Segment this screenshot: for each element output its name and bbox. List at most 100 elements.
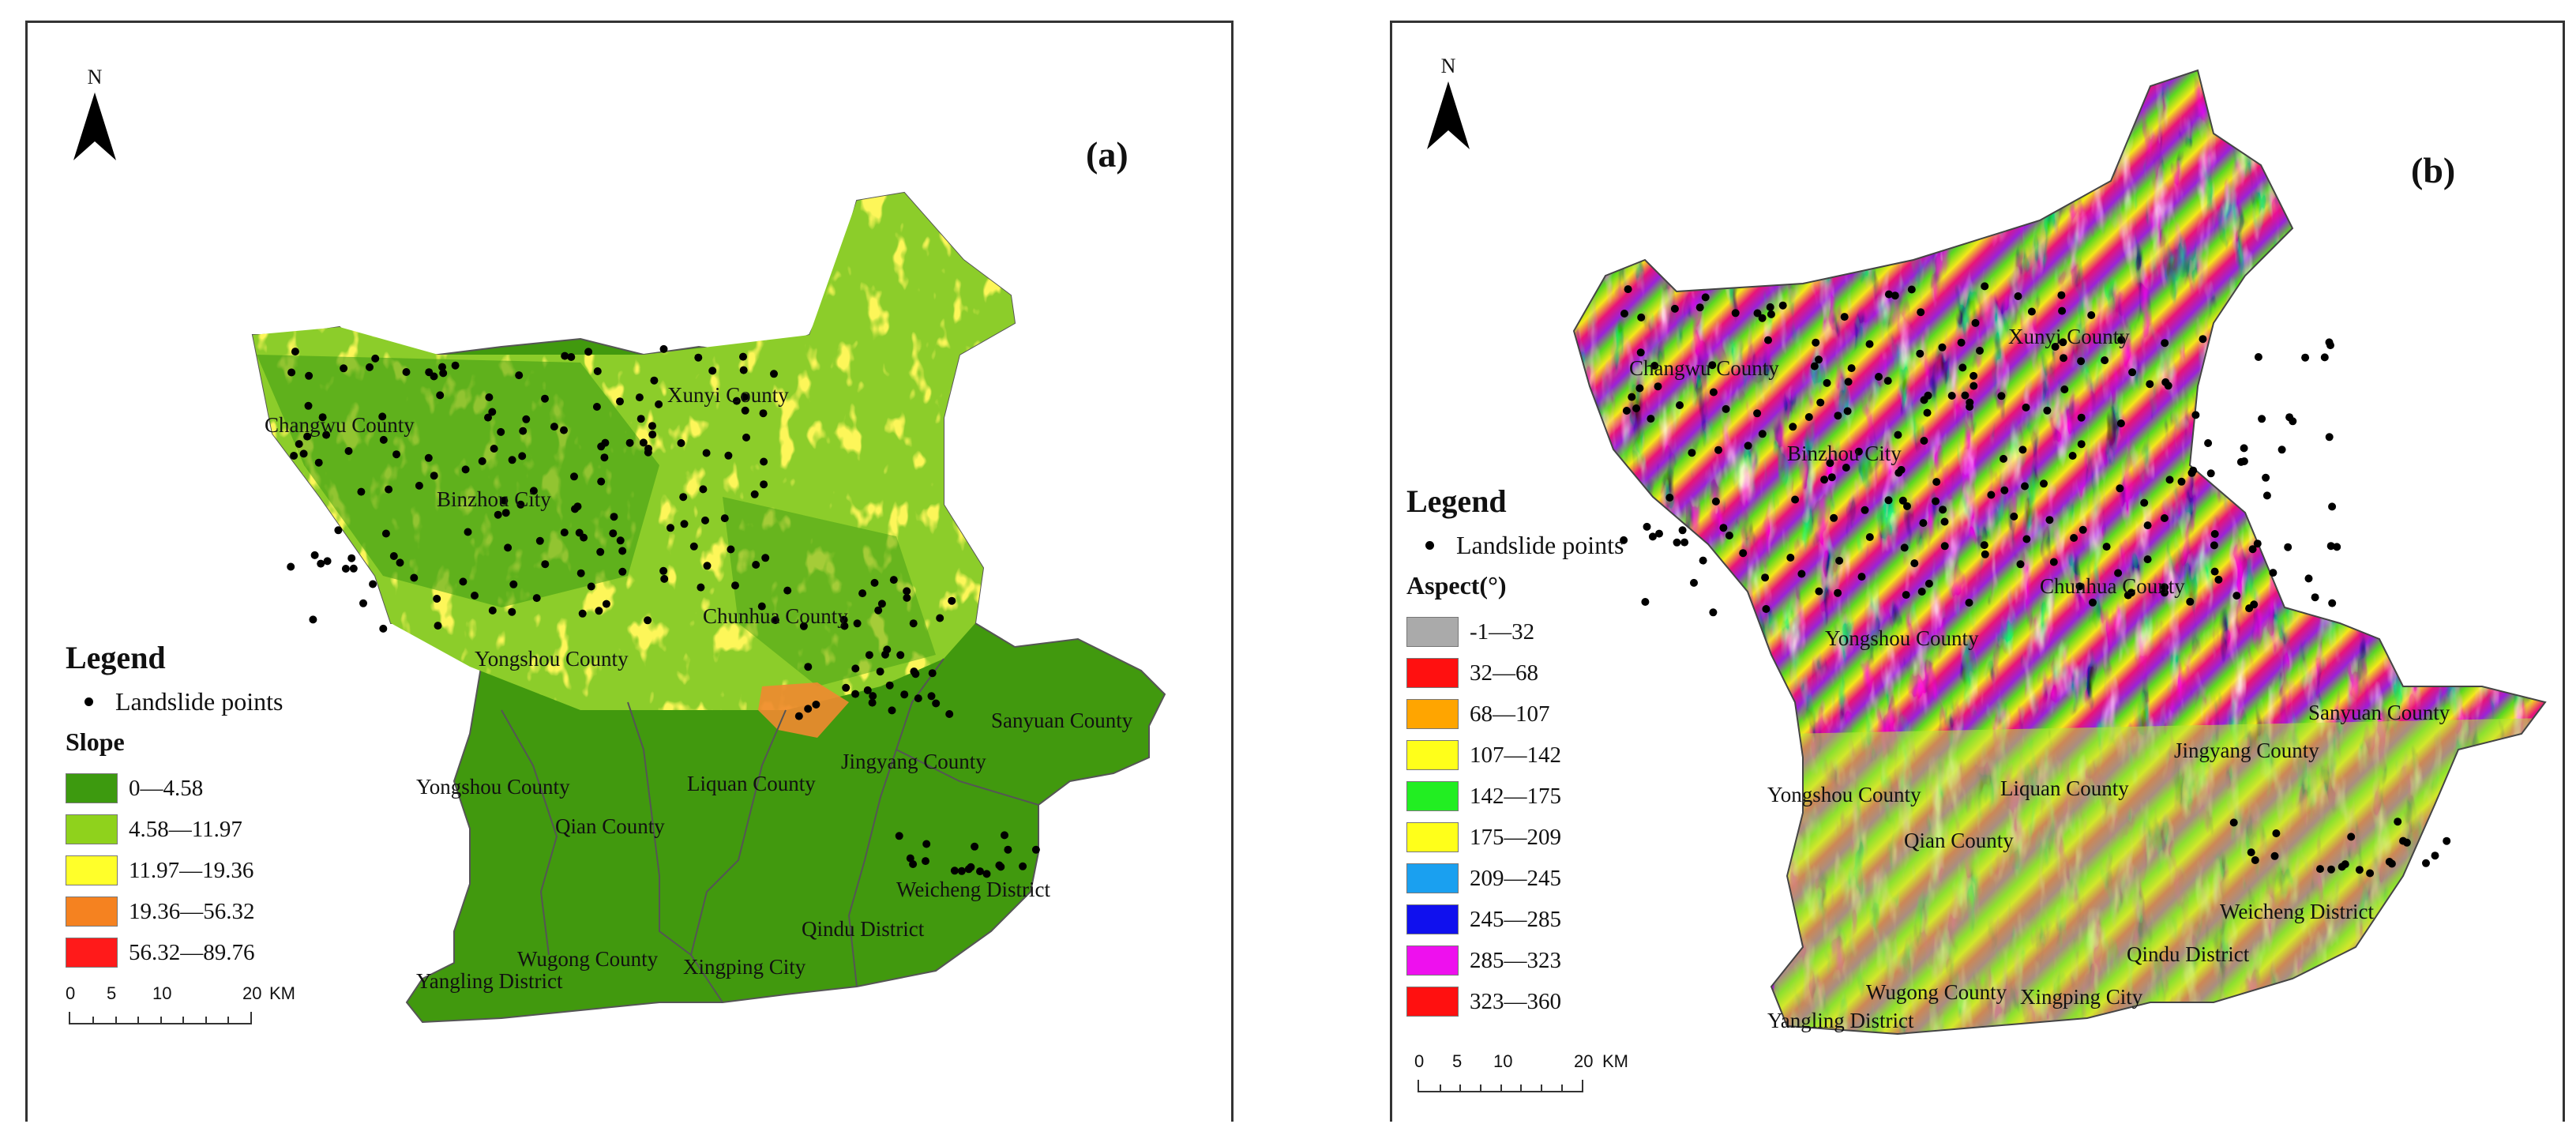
landslide-point xyxy=(410,573,419,582)
landslide-point xyxy=(851,664,860,673)
landslide-point xyxy=(922,857,929,866)
landslide-point xyxy=(2328,599,2337,607)
landslide-point xyxy=(593,367,602,375)
landslide-point xyxy=(750,490,759,498)
landslide-point xyxy=(1812,338,1820,347)
legend-swatch xyxy=(66,855,118,885)
scale-bar-line xyxy=(1418,1080,1583,1092)
landslide-point xyxy=(2102,543,2111,551)
landslide-point xyxy=(2116,484,2124,493)
landslide-point xyxy=(2077,413,2086,422)
scale-tick-label: 0 xyxy=(1414,1051,1425,1071)
place-label: Weicheng District xyxy=(2220,900,2375,923)
landslide-point xyxy=(1987,491,1996,499)
landslide-point xyxy=(1650,362,1659,370)
aspect-raster xyxy=(1574,70,2545,1034)
landslide-point xyxy=(976,867,984,876)
north-arrow-icon xyxy=(1427,81,1470,149)
landslide-point xyxy=(371,354,380,363)
landslide-point xyxy=(1767,310,1775,318)
landslide-point xyxy=(592,403,601,411)
landslide-point xyxy=(1940,517,1949,526)
landslide-point xyxy=(2187,468,2196,477)
scale-bar: 0 5 10 20 KM xyxy=(1414,1051,1651,1099)
landslide-point xyxy=(2140,498,2149,507)
landslide-point xyxy=(720,514,729,523)
landslide-point xyxy=(2254,353,2262,361)
landslide-point xyxy=(655,400,663,408)
landslide-point xyxy=(731,581,739,590)
landslide-point xyxy=(529,487,538,495)
place-label: Wugong County xyxy=(1866,980,2007,1004)
landslide-point xyxy=(741,393,749,401)
north-label: N xyxy=(1440,55,1456,77)
landslide-point xyxy=(1670,304,1679,313)
legend-class-label: 11.97—19.36 xyxy=(129,857,254,883)
landslide-point xyxy=(2022,403,2030,412)
landslide-point xyxy=(2089,598,2097,607)
landslide-point xyxy=(1622,407,1631,415)
landslide-point xyxy=(945,710,954,718)
landslide-point xyxy=(560,426,568,434)
landslide-point xyxy=(436,391,445,400)
landslide-point xyxy=(2068,452,2077,460)
aspect-map xyxy=(1572,69,2547,1036)
legend-subtitle: Aspect(°) xyxy=(1406,571,1507,600)
landslide-point xyxy=(1980,541,1988,550)
landslide-point xyxy=(385,485,393,494)
legend-class-item: 0—4.58 xyxy=(66,768,283,809)
landslide-point xyxy=(724,451,733,460)
landslide-point xyxy=(2304,574,2313,583)
landslide-point xyxy=(2160,514,2169,522)
landslide-point xyxy=(1628,393,1636,401)
legend-subtitle: Slope xyxy=(66,727,125,756)
landslide-point xyxy=(381,529,390,538)
landslide-point xyxy=(761,554,770,562)
landslide-point xyxy=(1739,549,1748,558)
landslide-point xyxy=(291,348,299,356)
landslide-point xyxy=(500,496,509,505)
landslide-points xyxy=(287,344,1040,878)
landslide-point xyxy=(842,683,851,692)
landslide-point xyxy=(430,472,438,480)
landslide-point xyxy=(2199,335,2207,344)
legend-swatch xyxy=(1406,822,1459,852)
legend-swatch xyxy=(66,773,118,803)
landslide-point xyxy=(1708,361,1717,370)
landslide-point xyxy=(1932,478,1941,487)
landslide-point xyxy=(602,600,610,608)
legend-class-label: 209—245 xyxy=(1470,865,1561,891)
place-label: Jingyang County xyxy=(2174,739,2319,762)
place-label: Qian County xyxy=(1904,829,2014,852)
landslide-point xyxy=(379,624,388,633)
landslide-point xyxy=(1764,336,1772,344)
landslide-point xyxy=(1854,447,1863,456)
landslide-point xyxy=(689,542,698,551)
slope-map-panel: (a) N Changwu County Xunyi County Binzho… xyxy=(25,21,1234,1122)
landslide-point xyxy=(2387,859,2396,868)
landslide-point xyxy=(438,363,446,371)
landslide-point xyxy=(2043,406,2052,415)
place-label: Yongshou County xyxy=(475,647,629,671)
landslide-point xyxy=(625,438,634,447)
north-arrow: N xyxy=(67,66,122,167)
landslide-point xyxy=(1815,355,1823,364)
landslide-point xyxy=(287,562,295,571)
landslide-point xyxy=(2262,473,2270,482)
landslide-point xyxy=(1844,378,1853,386)
landslide-point xyxy=(770,370,778,378)
landslide-point xyxy=(459,577,468,586)
landslide-point xyxy=(1655,529,1663,538)
landslide-point xyxy=(1875,373,1883,381)
landslide-point xyxy=(1865,533,1874,541)
landslide-point xyxy=(997,863,1005,871)
landslide-point xyxy=(1632,404,1640,412)
landslide-point xyxy=(2060,385,2069,393)
landslide-point xyxy=(1620,536,1628,544)
landslide-point xyxy=(888,706,896,715)
landslide-point xyxy=(636,415,645,423)
landslide-point xyxy=(2070,534,2078,542)
landslide-point xyxy=(1004,845,1012,854)
legend-swatch xyxy=(1406,658,1459,688)
legend-class-item: 323—360 xyxy=(1406,981,1624,1022)
